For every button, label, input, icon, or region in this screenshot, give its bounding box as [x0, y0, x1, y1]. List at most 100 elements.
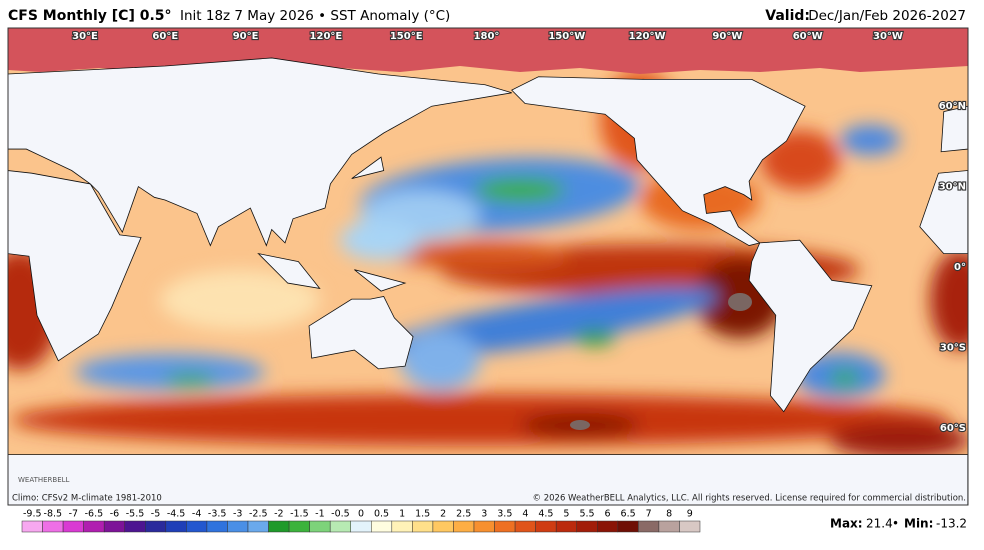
- colorbar-label: -4.5: [167, 509, 186, 520]
- colorbar-swatch: [453, 520, 475, 533]
- land: [8, 57, 512, 247]
- colorbar-swatch: [371, 520, 393, 533]
- colorbar-swatch: [165, 520, 187, 533]
- colorbar-label: -0.5: [331, 509, 350, 520]
- title-model: CFS Monthly [C] 0.5°: [8, 8, 172, 24]
- colorbar-label: 0: [358, 509, 364, 520]
- colorbar-swatch: [206, 520, 228, 533]
- colorbar-swatch: [576, 520, 598, 533]
- longitude-label: 30°W: [873, 31, 903, 42]
- colorbar-label: -2.5: [249, 509, 268, 520]
- land: [257, 252, 321, 290]
- title-detail: Init 18z 7 May 2026 • SST Anomaly (°C): [180, 8, 450, 24]
- colorbar-label: 2.5: [456, 509, 471, 520]
- colorbar-label: -3.5: [208, 509, 227, 520]
- colorbar-label: 8: [666, 509, 672, 520]
- colorbar-label: -3: [233, 509, 242, 520]
- colorbar-swatch: [391, 520, 413, 533]
- colorbar-swatch: [124, 520, 146, 533]
- colorbar-label: -2: [274, 509, 283, 520]
- anomaly-blob: [930, 250, 968, 350]
- colorbar-label: -5.5: [126, 509, 145, 520]
- colorbar-swatch: [432, 520, 454, 533]
- colorbar-swatch: [42, 520, 64, 533]
- latitude-label: 30°N: [939, 182, 966, 193]
- anomaly-blob: [575, 330, 615, 346]
- colorbar-label: 9: [687, 509, 693, 520]
- colorbar-swatch: [658, 520, 680, 533]
- anomaly-blob: [10, 394, 950, 446]
- colorbar-label: 7: [646, 509, 652, 520]
- colorbar-swatch: [679, 520, 701, 533]
- colorbar-swatch: [350, 520, 372, 533]
- colorbar-label: 0.5: [374, 509, 389, 520]
- colorbar-label: -6: [110, 509, 119, 520]
- longitude-label: 120°W: [629, 31, 666, 42]
- colorbar-label: 6.5: [621, 509, 636, 520]
- longitude-label: 30°E: [72, 31, 98, 42]
- colorbar-swatch: [21, 520, 43, 533]
- anomaly-field: [8, 70, 968, 458]
- anomaly-blob: [340, 220, 420, 260]
- max-label: Max:: [830, 517, 863, 531]
- colorbar-swatch: [103, 520, 125, 533]
- colorbar-swatch: [638, 520, 660, 533]
- colorbar-swatch: [535, 520, 557, 533]
- valid-label: Valid:: [765, 8, 810, 24]
- longitude-label: 150°E: [390, 31, 423, 42]
- colorbar-swatch: [145, 520, 167, 533]
- separator: •: [892, 517, 899, 531]
- colorbar-swatch: [288, 520, 310, 533]
- land: [354, 269, 407, 292]
- colorbar-swatch: [329, 520, 351, 533]
- anomaly-blob: [475, 178, 565, 202]
- latitude-label: 0°: [954, 262, 966, 273]
- colorbar-label: -9.5: [23, 509, 42, 520]
- colorbar-swatch: [186, 520, 208, 533]
- colorbar-label: 4: [522, 509, 528, 520]
- longitude-label: 60°E: [152, 31, 178, 42]
- latitude-label: 60°N: [939, 101, 966, 112]
- colorbar-label: 5: [563, 509, 569, 520]
- colorbar-swatch: [494, 520, 516, 533]
- colorbar-swatch: [597, 520, 619, 533]
- land: [8, 454, 968, 505]
- min-label: Min:: [904, 517, 933, 531]
- colorbar-label: 1: [399, 509, 405, 520]
- anomaly-blob: [165, 374, 215, 386]
- colorbar-swatch: [617, 520, 639, 533]
- colorbar-swatch: [309, 520, 331, 533]
- land: [351, 156, 385, 179]
- colorbar-swatch: [268, 520, 290, 533]
- anomaly-blob: [830, 422, 968, 458]
- anomaly-blob: [75, 354, 265, 390]
- anomaly-blob: [829, 370, 861, 386]
- colorbar-label: -4: [192, 509, 201, 520]
- longitude-label: 180°: [474, 31, 500, 42]
- max-value: 21.4: [866, 517, 893, 531]
- colorbar-swatch: [247, 520, 269, 533]
- colorbar-label: -8.5: [44, 509, 63, 520]
- colorbar-swatch: [62, 520, 84, 533]
- colorbar-label: 3.5: [497, 509, 512, 520]
- colorbar-label: -7: [69, 509, 78, 520]
- colorbar: -9.5 -8.5 -7 -6.5 -6 -5.5 -5 -4.5 -4 -3.5 -3 -2.5 -2…: [21, 509, 701, 533]
- colorbar-swatch: [514, 520, 536, 533]
- land: [511, 76, 806, 246]
- logo: WEATHERBELL: [18, 476, 70, 484]
- colorbar-label: 3: [481, 509, 487, 520]
- anomaly-blob: [390, 241, 570, 269]
- colorbar-label: -1: [315, 509, 324, 520]
- land-ice-spot: [570, 420, 590, 430]
- colorbar-label: 5.5: [579, 509, 594, 520]
- colorbar-label: 1.5: [415, 509, 430, 520]
- valid-value: Dec/Jan/Feb 2026-2027: [808, 8, 966, 24]
- colorbar-swatch: [83, 520, 105, 533]
- land-ice-spot: [728, 293, 752, 311]
- colorbar-label: 6: [605, 509, 611, 520]
- map-frame: [7, 27, 969, 506]
- colorbar-label: -5: [151, 509, 160, 520]
- longitude-label: 150°W: [548, 31, 585, 42]
- anomaly-blob: [400, 330, 480, 390]
